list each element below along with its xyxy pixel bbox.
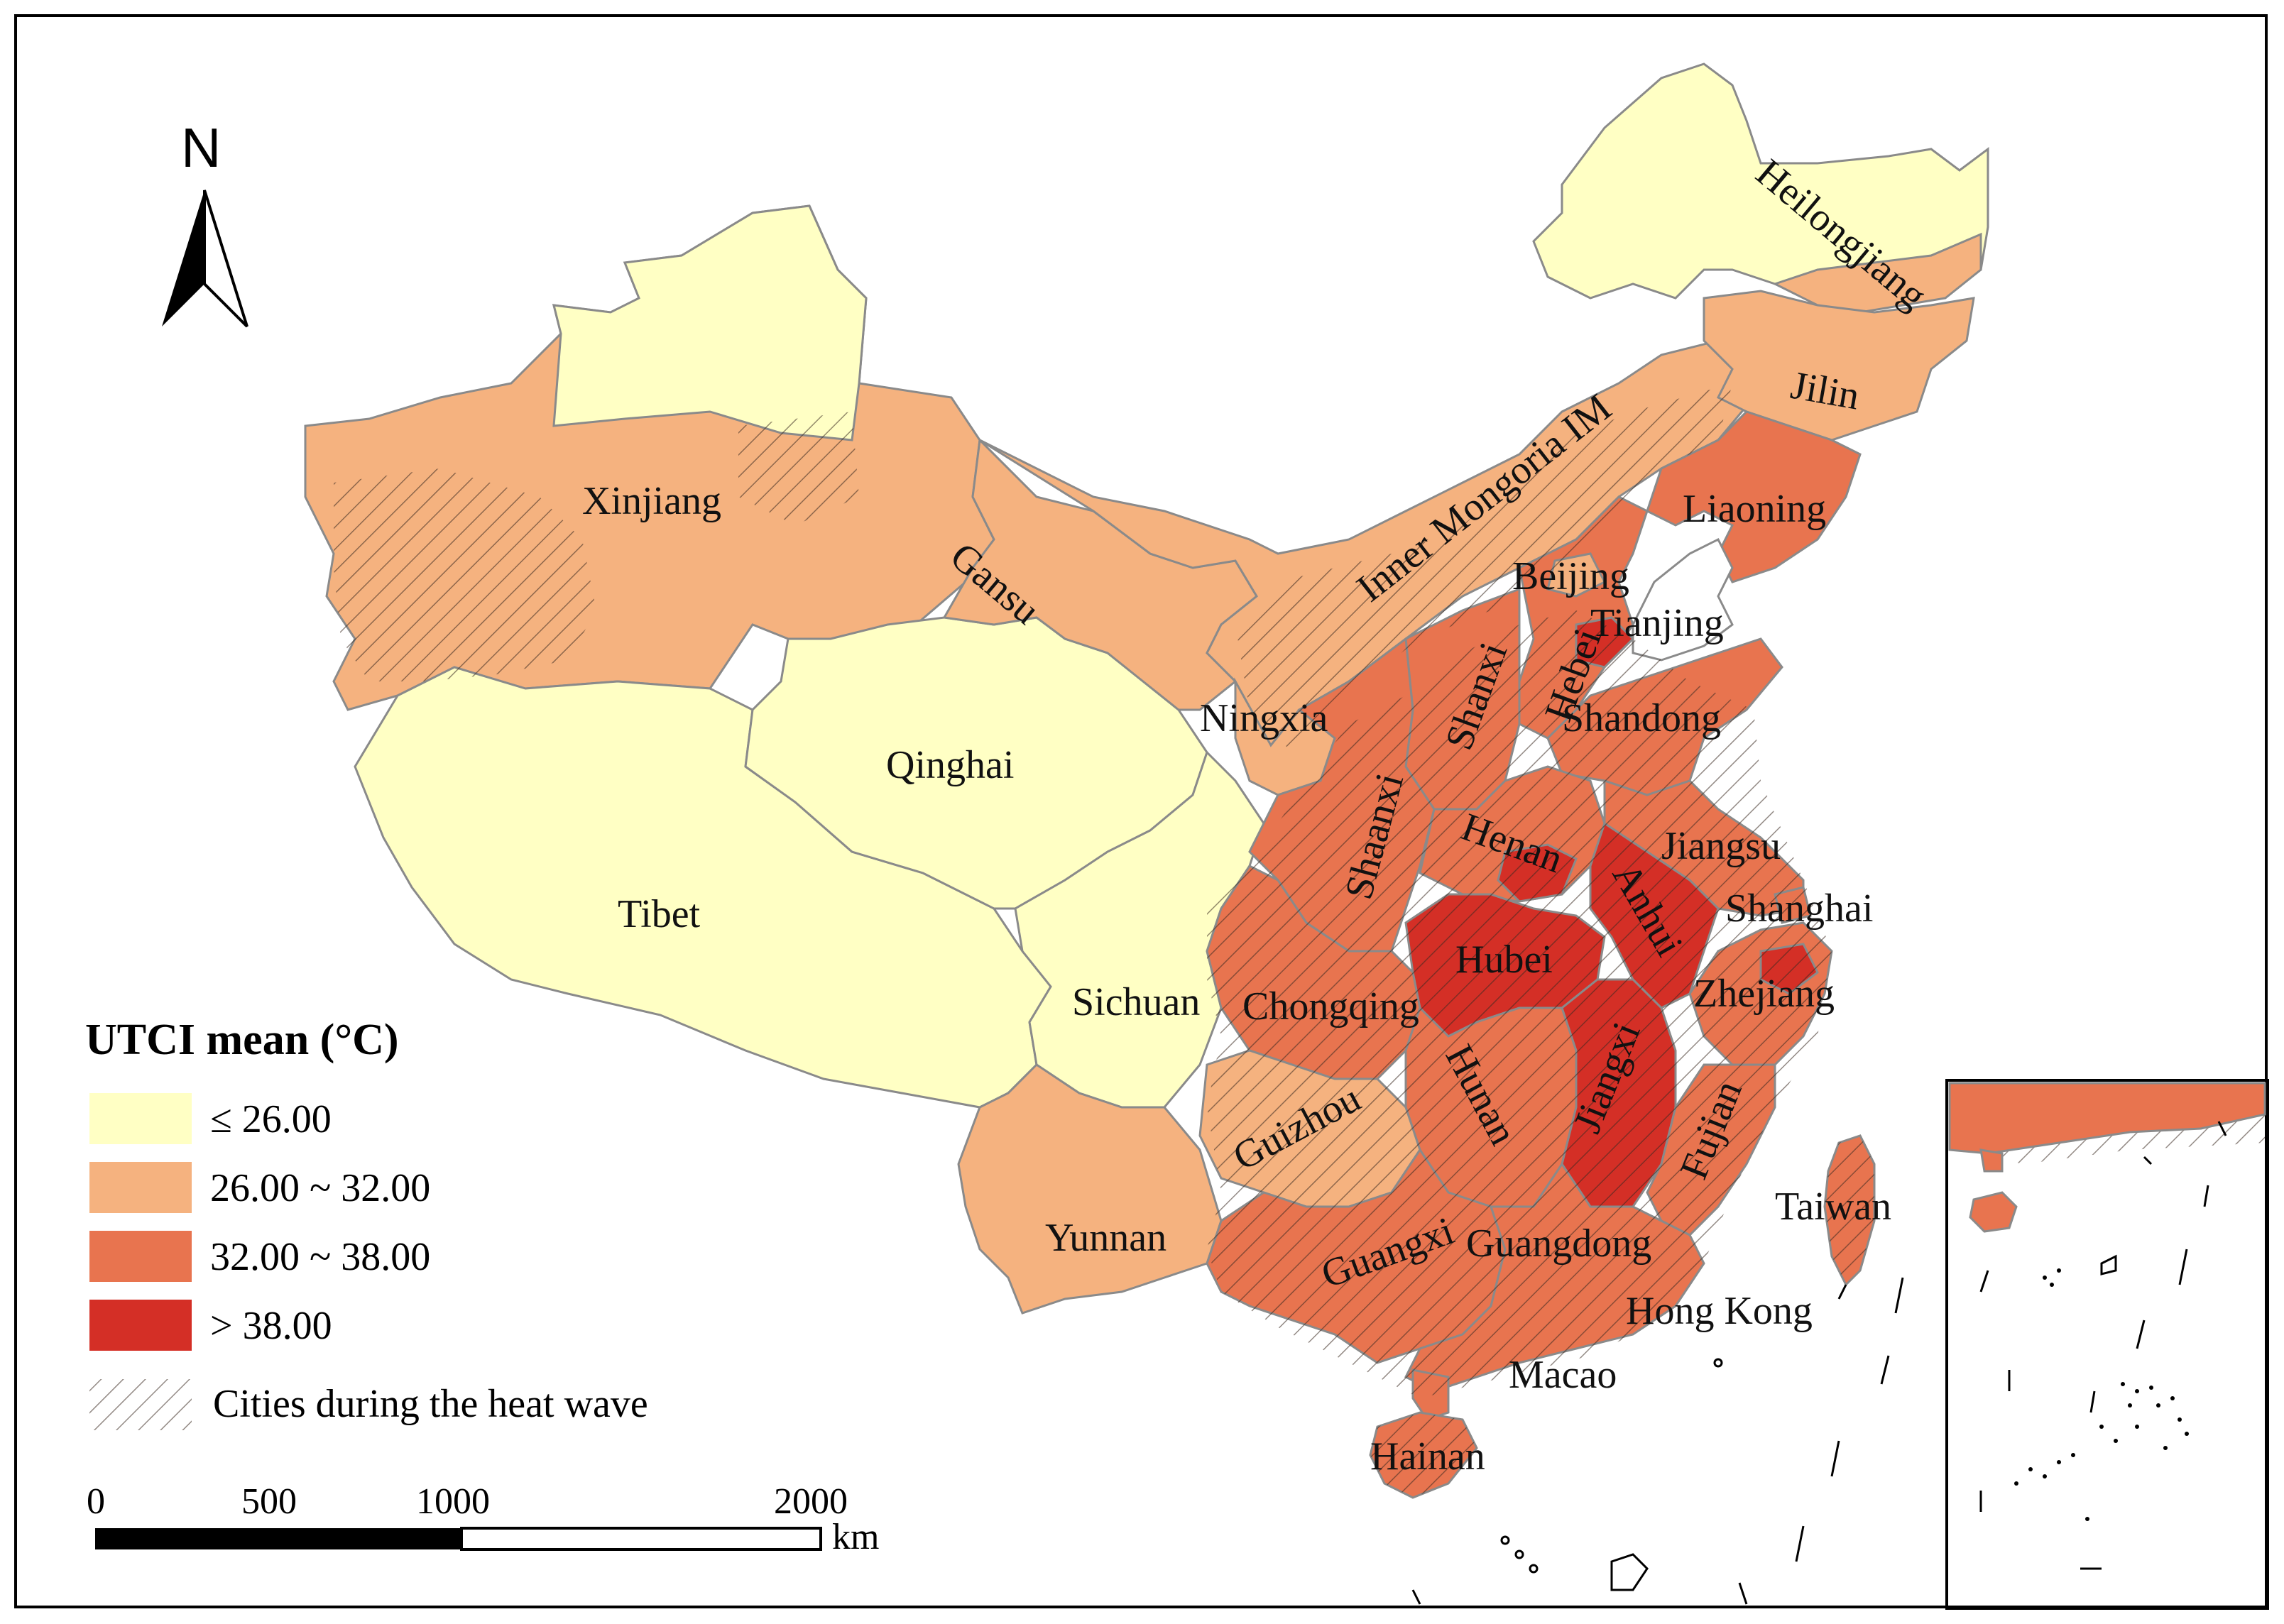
legend-label: 32.00 ~ 38.00 bbox=[210, 1235, 430, 1279]
label-shanghai: Shanghai bbox=[1725, 887, 1873, 931]
label-qinghai: Qinghai bbox=[886, 743, 1014, 787]
label-beijing: Beijing bbox=[1512, 554, 1629, 598]
legend-swatch bbox=[89, 1162, 192, 1213]
scale-bar: 0 500 1000 2000 km bbox=[87, 1481, 879, 1557]
legend-item-hatch: Cities during the heat wave bbox=[89, 1379, 648, 1430]
label-guangdong: Guangdong bbox=[1466, 1222, 1651, 1266]
legend-swatch bbox=[89, 1231, 192, 1282]
legend-item: 26.00 ~ 32.00 bbox=[89, 1162, 430, 1213]
scale-unit: km bbox=[832, 1517, 879, 1557]
legend: UTCI mean (°C) ≤ 26.00 26.00 ~ 32.00 32.00… bbox=[85, 1016, 648, 1430]
scale-tick-2000: 2000 bbox=[774, 1481, 848, 1522]
legend-label: > 38.00 bbox=[210, 1304, 332, 1348]
region-shape-inner-mongolia bbox=[979, 268, 1876, 747]
label-xinjiang: Xinjiang bbox=[582, 479, 721, 523]
label-jiangsu: Jiangsu bbox=[1661, 824, 1781, 868]
label-yunnan: Yunnan bbox=[1045, 1216, 1166, 1260]
region-shape-yunnan bbox=[957, 1063, 1223, 1315]
label-sichuan: Sichuan bbox=[1072, 980, 1200, 1024]
legend-swatch bbox=[89, 1300, 192, 1351]
label-macao: Macao bbox=[1509, 1353, 1617, 1397]
label-hubei: Hubei bbox=[1455, 938, 1553, 982]
label-liaoning: Liaoning bbox=[1683, 487, 1826, 531]
legend-title: UTCI mean (°C) bbox=[85, 1016, 399, 1064]
north-arrow: N bbox=[162, 116, 248, 328]
south-china-sea-inset bbox=[1945, 1079, 2269, 1610]
heat-wave-hatching bbox=[334, 383, 2265, 1498]
scale-tick-1000: 1000 bbox=[416, 1481, 490, 1522]
legend-item: ≤ 26.00 bbox=[89, 1093, 332, 1144]
legend-label: ≤ 26.00 bbox=[210, 1097, 332, 1141]
label-chongqing: Chongqing bbox=[1242, 984, 1419, 1028]
legend-hatch-label: Cities during the heat wave bbox=[213, 1382, 648, 1426]
scale-tick-0: 0 bbox=[87, 1481, 105, 1522]
region-shape-xinjiang-north bbox=[552, 204, 868, 441]
legend-item: > 38.00 bbox=[89, 1300, 332, 1351]
label-shandong: Shandong bbox=[1562, 696, 1721, 740]
region-shape-beijing bbox=[1546, 552, 1607, 598]
north-arrow-label: N bbox=[181, 116, 221, 179]
legend-item: 32.00 ~ 38.00 bbox=[89, 1231, 430, 1282]
label-taiwan: Taiwan bbox=[1775, 1185, 1891, 1229]
label-hainan: Hainan bbox=[1370, 1434, 1485, 1478]
legend-label: 26.00 ~ 32.00 bbox=[210, 1166, 430, 1210]
label-zhejiang: Zhejiang bbox=[1693, 972, 1835, 1016]
scale-tick-500: 500 bbox=[241, 1481, 297, 1522]
label-ningxia: Ningxia bbox=[1200, 696, 1328, 740]
label-tibet: Tibet bbox=[618, 892, 701, 936]
label-hong-kong: Hong Kong bbox=[1626, 1289, 1813, 1333]
sea-boundary-dashes bbox=[1411, 1277, 1904, 1605]
north-arrow-icon bbox=[162, 190, 204, 327]
region-shape-liaoning bbox=[1646, 410, 1862, 583]
legend-swatch bbox=[89, 1093, 192, 1144]
label-tianjing: Tianjing bbox=[1590, 601, 1724, 645]
